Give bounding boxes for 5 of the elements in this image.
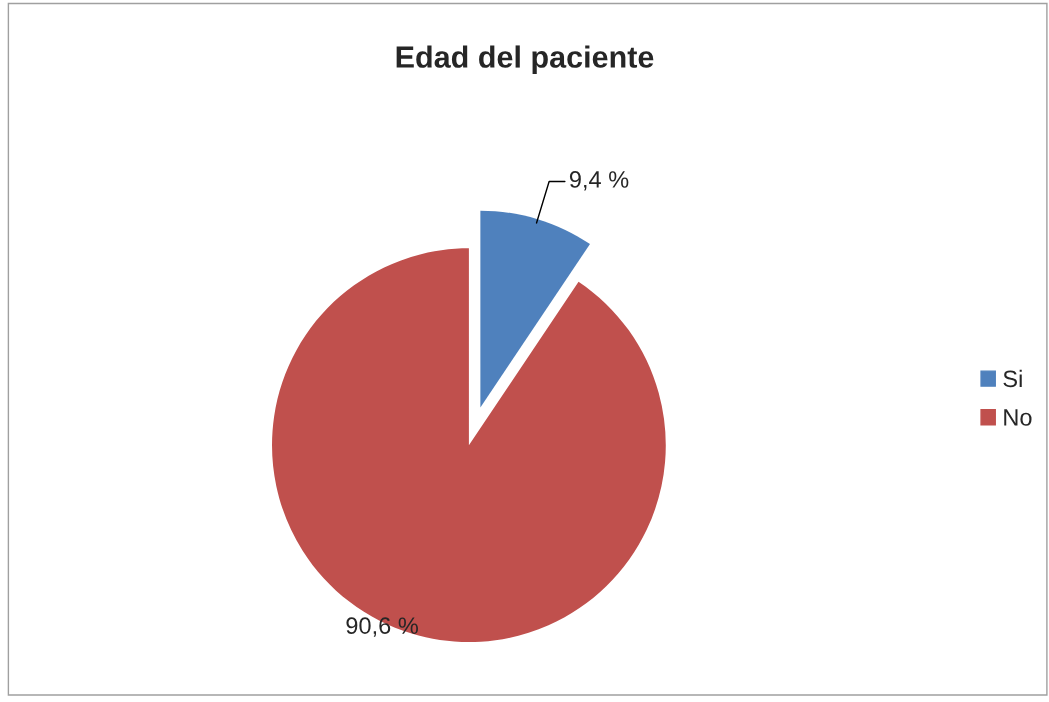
data-label: 9,4 %: [569, 171, 629, 191]
legend-label: No: [1004, 409, 1032, 426]
legend-label: Si: [1003, 369, 1022, 388]
chart-title: Edad del paciente: [396, 45, 654, 74]
data-label: 90,6 %: [346, 617, 418, 637]
